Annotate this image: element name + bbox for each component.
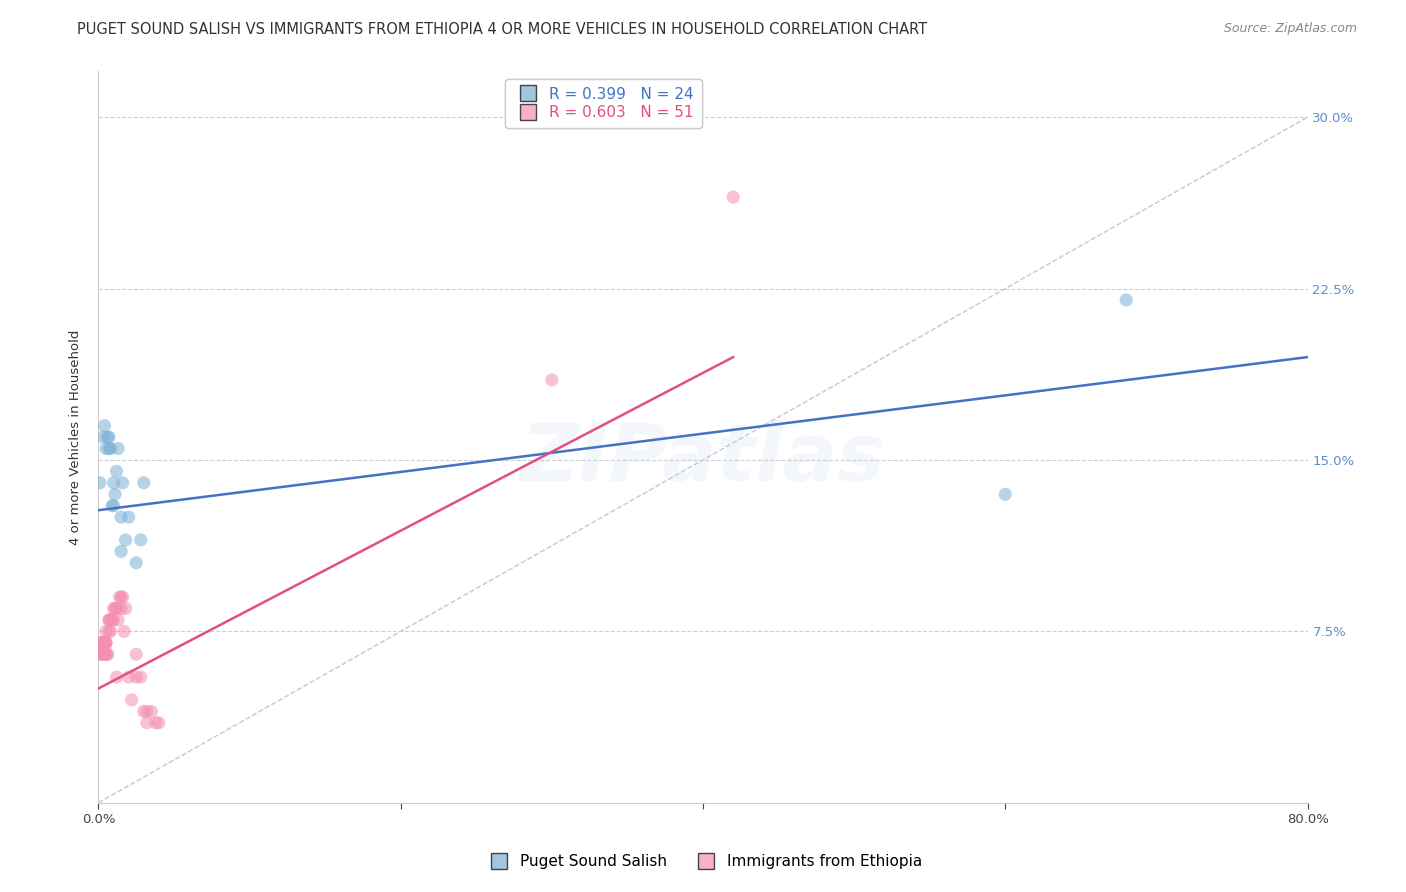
Point <box>994 487 1017 501</box>
Point <box>135 715 157 730</box>
Point <box>129 670 152 684</box>
Point <box>94 636 117 650</box>
Point <box>98 613 121 627</box>
Point <box>105 670 128 684</box>
Point <box>118 670 141 684</box>
Point <box>96 430 118 444</box>
Point <box>90 636 112 650</box>
Point <box>110 590 132 604</box>
Point <box>98 430 121 444</box>
Point <box>103 499 125 513</box>
Point <box>94 624 117 639</box>
Point <box>89 475 111 490</box>
Point <box>103 475 125 490</box>
Point <box>91 636 114 650</box>
Point <box>723 190 745 204</box>
Point <box>104 487 127 501</box>
Point <box>98 624 121 639</box>
Point <box>94 636 117 650</box>
Point <box>105 464 128 478</box>
Point <box>96 647 118 661</box>
Point <box>110 510 132 524</box>
Point <box>96 647 118 661</box>
Legend: R = 0.399   N = 24, R = 0.603   N = 51: R = 0.399 N = 24, R = 0.603 N = 51 <box>505 79 702 128</box>
Point <box>98 442 121 456</box>
Point <box>94 647 117 661</box>
Point <box>110 544 132 558</box>
Point <box>104 601 127 615</box>
Point <box>101 499 124 513</box>
Point <box>101 613 124 627</box>
Point <box>90 647 112 661</box>
Y-axis label: 4 or more Vehicles in Household: 4 or more Vehicles in Household <box>69 329 82 545</box>
Point <box>98 613 121 627</box>
Point <box>145 715 167 730</box>
Point <box>1115 293 1137 307</box>
Point <box>107 442 129 456</box>
Point <box>89 647 111 661</box>
Point <box>114 601 136 615</box>
Point <box>105 601 128 615</box>
Point <box>93 418 115 433</box>
Point <box>118 510 141 524</box>
Point <box>91 636 114 650</box>
Point <box>132 705 155 719</box>
Point <box>93 647 115 661</box>
Point <box>93 636 115 650</box>
Point <box>132 475 155 490</box>
Point <box>125 647 148 661</box>
Point <box>90 636 112 650</box>
Point <box>112 624 135 639</box>
Point <box>93 636 115 650</box>
Point <box>107 613 129 627</box>
Point <box>111 475 134 490</box>
Point <box>540 373 562 387</box>
Point <box>89 636 111 650</box>
Point <box>100 442 122 456</box>
Point <box>100 624 122 639</box>
Legend: Puget Sound Salish, Immigrants from Ethiopia: Puget Sound Salish, Immigrants from Ethi… <box>478 848 928 875</box>
Point <box>105 601 128 615</box>
Text: ZIPatlas: ZIPatlas <box>520 420 886 498</box>
Point <box>93 647 115 661</box>
Point <box>121 693 143 707</box>
Point <box>91 647 114 661</box>
Point <box>125 556 148 570</box>
Point <box>110 601 132 615</box>
Point <box>94 442 117 456</box>
Point <box>91 430 114 444</box>
Point <box>148 715 170 730</box>
Point <box>114 533 136 547</box>
Point <box>100 613 122 627</box>
Point <box>135 705 157 719</box>
Point <box>141 705 163 719</box>
Point <box>103 601 125 615</box>
Point <box>111 590 134 604</box>
Text: PUGET SOUND SALISH VS IMMIGRANTS FROM ETHIOPIA 4 OR MORE VEHICLES IN HOUSEHOLD C: PUGET SOUND SALISH VS IMMIGRANTS FROM ET… <box>77 22 928 37</box>
Point <box>103 613 125 627</box>
Point <box>94 636 117 650</box>
Point <box>129 533 152 547</box>
Point <box>125 670 148 684</box>
Point <box>108 590 131 604</box>
Text: Source: ZipAtlas.com: Source: ZipAtlas.com <box>1223 22 1357 36</box>
